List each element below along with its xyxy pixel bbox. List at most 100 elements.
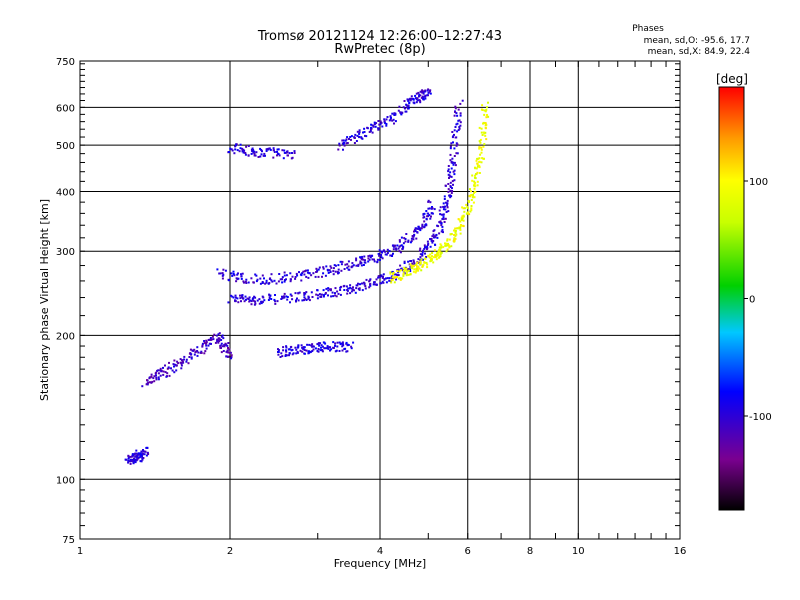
- data-point: [456, 227, 459, 230]
- data-point: [459, 124, 462, 127]
- data-point: [470, 190, 472, 193]
- data-point: [469, 188, 471, 191]
- data-point: [378, 254, 381, 257]
- data-point: [340, 342, 343, 345]
- data-point: [434, 254, 437, 257]
- data-point: [274, 294, 276, 296]
- data-point: [146, 382, 149, 385]
- data-point: [374, 125, 377, 128]
- data-point: [181, 360, 184, 363]
- data-point: [203, 341, 206, 344]
- data-point: [234, 145, 237, 148]
- data-point: [236, 278, 239, 281]
- data-point: [353, 289, 355, 292]
- data-point: [227, 347, 229, 349]
- data-point: [454, 229, 457, 232]
- data-point: [448, 194, 451, 197]
- data-point: [162, 370, 165, 373]
- data-point: [405, 110, 408, 113]
- data-point: [474, 176, 476, 179]
- data-point: [444, 208, 447, 211]
- data-point: [343, 144, 346, 147]
- data-point: [402, 242, 405, 245]
- data-point: [473, 191, 475, 194]
- stats-heading: Phases: [632, 24, 664, 34]
- data-point: [381, 276, 384, 279]
- data-point: [455, 233, 458, 236]
- data-point: [382, 273, 385, 276]
- data-point: [234, 294, 237, 297]
- data-point: [143, 453, 146, 456]
- data-point: [380, 121, 383, 124]
- data-point: [312, 272, 315, 275]
- data-point: [479, 153, 482, 156]
- data-point: [318, 344, 321, 347]
- data-point: [444, 184, 447, 187]
- data-point: [229, 351, 232, 354]
- data-point: [157, 378, 160, 381]
- data-point: [404, 269, 407, 272]
- data-point: [401, 111, 404, 114]
- data-point: [440, 251, 443, 254]
- data-point: [431, 255, 433, 258]
- data-point: [435, 233, 438, 236]
- data-point: [316, 269, 319, 272]
- data-point: [401, 269, 404, 272]
- data-point: [164, 371, 167, 374]
- data-point: [415, 270, 418, 273]
- data-point: [312, 345, 315, 348]
- data-point: [196, 350, 199, 352]
- data-point: [459, 121, 462, 124]
- data-point: [451, 187, 453, 190]
- data-point: [152, 377, 155, 380]
- data-point: [444, 242, 446, 245]
- data-point: [476, 184, 479, 187]
- data-point: [239, 143, 242, 146]
- data-point: [427, 199, 430, 202]
- data-point: [251, 147, 254, 150]
- data-point: [473, 187, 476, 190]
- data-point: [303, 352, 306, 355]
- data-point: [407, 240, 410, 243]
- data-point: [407, 239, 410, 242]
- data-point: [450, 245, 453, 248]
- data-point: [446, 238, 449, 241]
- data-point: [358, 129, 361, 132]
- data-point: [263, 299, 266, 302]
- data-point: [453, 173, 456, 176]
- data-point: [236, 273, 239, 276]
- data-point: [173, 359, 176, 362]
- data-point: [322, 266, 325, 269]
- data-point: [304, 297, 307, 300]
- data-point: [338, 341, 341, 344]
- data-point: [426, 263, 429, 266]
- data-point: [218, 272, 221, 275]
- data-point: [471, 174, 474, 177]
- data-point: [236, 297, 239, 300]
- data-point: [482, 131, 485, 134]
- data-point: [185, 358, 188, 361]
- data-point: [420, 269, 423, 272]
- scatter-points: [124, 88, 490, 465]
- data-point: [323, 294, 325, 297]
- data-point: [337, 268, 340, 271]
- data-point: [482, 121, 485, 124]
- data-point: [426, 245, 429, 248]
- data-point: [447, 188, 450, 191]
- data-point: [183, 358, 185, 361]
- data-point: [439, 243, 442, 246]
- data-point: [422, 97, 425, 100]
- data-point: [409, 270, 412, 273]
- data-point: [475, 173, 477, 176]
- data-point: [319, 349, 322, 352]
- data-point: [377, 275, 380, 278]
- data-point: [419, 247, 422, 250]
- data-point: [362, 258, 365, 261]
- data-point: [139, 452, 142, 455]
- data-point: [456, 143, 459, 146]
- data-point: [135, 459, 138, 462]
- data-point: [408, 101, 411, 104]
- data-point: [131, 455, 134, 458]
- data-point: [375, 283, 378, 286]
- data-point: [217, 339, 220, 342]
